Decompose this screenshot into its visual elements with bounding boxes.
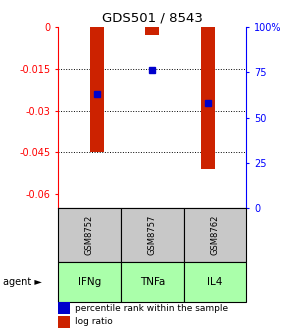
Bar	[184, 208, 246, 262]
Text: log ratio: log ratio	[75, 318, 113, 326]
Bar	[90, 27, 104, 153]
Text: agent ►: agent ►	[3, 277, 42, 287]
Text: GSM8762: GSM8762	[211, 215, 220, 255]
Text: GSM8757: GSM8757	[148, 215, 157, 255]
Text: TNFa: TNFa	[139, 277, 165, 287]
Bar	[184, 262, 246, 302]
Bar	[58, 262, 121, 302]
Bar	[145, 27, 159, 35]
Text: IFNg: IFNg	[78, 277, 101, 287]
Text: percentile rank within the sample: percentile rank within the sample	[75, 304, 229, 313]
Bar	[121, 262, 184, 302]
Bar	[201, 27, 215, 169]
Bar	[121, 208, 184, 262]
Text: IL4: IL4	[207, 277, 223, 287]
Title: GDS501 / 8543: GDS501 / 8543	[102, 11, 203, 24]
Bar	[58, 208, 121, 262]
Text: GSM8752: GSM8752	[85, 215, 94, 255]
